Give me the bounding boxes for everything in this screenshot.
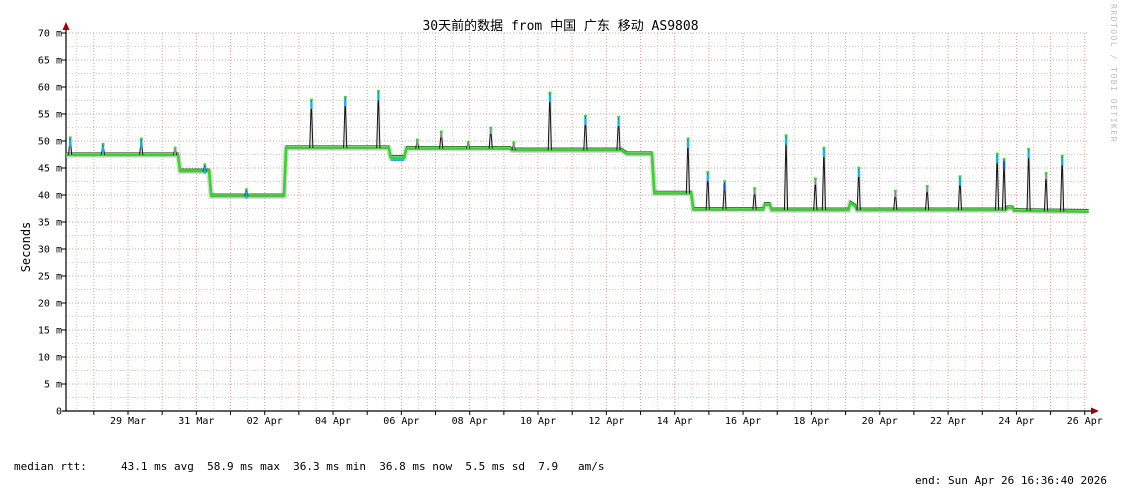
y-tick-label: 40 m xyxy=(38,191,62,202)
y-tick-label: 0 xyxy=(56,407,62,418)
x-tick-label: 29 Mar xyxy=(110,416,146,427)
x-axis-arrow xyxy=(1091,407,1099,415)
x-tick-label: 10 Apr xyxy=(520,416,556,427)
y-axis-arrow xyxy=(62,22,70,30)
x-tick-label: 16 Apr xyxy=(725,416,761,427)
y-tick-label: 5 m xyxy=(44,380,62,391)
x-tick-label: 14 Apr xyxy=(657,416,693,427)
x-tick-label: 04 Apr xyxy=(315,416,351,427)
x-tick-label: 06 Apr xyxy=(383,416,419,427)
chart-plot-area: 0 5 m 10 m 15 m 20 m 25 m 30 m 35 m 40 m 45 m 50 m… xyxy=(38,22,1103,427)
x-tick-label: 24 Apr xyxy=(998,416,1034,427)
x-tick-label: 22 Apr xyxy=(930,416,966,427)
y-tick-label: 65 m xyxy=(38,56,62,67)
smoke-band xyxy=(66,145,1089,215)
y-tick-label: 55 m xyxy=(38,110,62,121)
legend-value-median: 43.1 ms avg 58.9 ms max 36.3 ms min 36.8… xyxy=(121,460,605,474)
x-tick-label: 20 Apr xyxy=(862,416,898,427)
chart-legend: median rtt: 43.1 ms avg 58.9 ms max 36.3 … xyxy=(14,433,604,494)
x-tick-label: 12 Apr xyxy=(588,416,624,427)
max-edge-line xyxy=(66,145,1089,210)
x-tick-label: 26 Apr xyxy=(1067,416,1103,427)
y-tick-label: 50 m xyxy=(38,137,62,148)
end-time-label: end: Sun Apr 26 16:36:40 2026 xyxy=(914,474,1107,487)
y-tick-label: 20 m xyxy=(38,299,62,310)
legend-row-median: median rtt: 43.1 ms avg 58.9 ms max 36.3 … xyxy=(14,460,604,474)
y-tick-label: 45 m xyxy=(38,164,62,175)
y-tick-label: 60 m xyxy=(38,83,62,94)
chart-title: 30天前的数据 from 中国 广东 移动 AS9808 xyxy=(422,19,699,34)
legend-label-median: median rtt: xyxy=(14,460,87,474)
x-tick-label: 31 Mar xyxy=(178,416,214,427)
median-line xyxy=(66,146,1089,213)
rrdtool-watermark: RRDTOOL / TOBI OETIKER xyxy=(1109,4,1118,143)
y-axis-title: Seconds xyxy=(19,221,33,273)
y-tick-label: 70 m xyxy=(38,29,62,40)
y-tick-label: 35 m xyxy=(38,218,62,229)
x-tick-label: 08 Apr xyxy=(452,416,488,427)
y-tick-label: 10 m xyxy=(38,353,62,364)
y-tick-label: 25 m xyxy=(38,272,62,283)
x-tick-label: 18 Apr xyxy=(793,416,829,427)
y-tick-label: 30 m xyxy=(38,245,62,256)
y-tick-label: 15 m xyxy=(38,326,62,337)
x-tick-label: 02 Apr xyxy=(247,416,283,427)
